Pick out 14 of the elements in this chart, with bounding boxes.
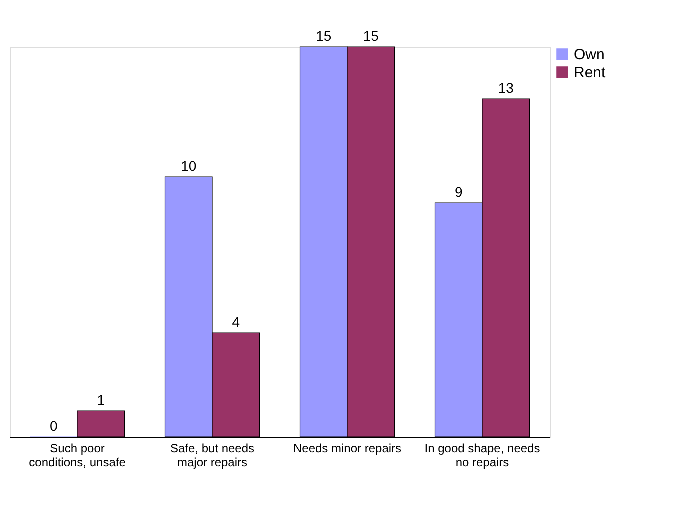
data-label: 0 — [50, 418, 58, 434]
legend-label: Own — [574, 46, 605, 64]
data-label: 1 — [97, 392, 106, 408]
legend-label: Rent — [574, 64, 607, 82]
data-label: 15 — [316, 28, 332, 44]
data-label: 10 — [181, 158, 197, 174]
data-label: 15 — [363, 28, 380, 44]
data-label: 9 — [454, 184, 463, 200]
x-tick-label: Such poor conditions, unsafe — [29, 442, 126, 470]
data-label: 13 — [498, 80, 514, 96]
x-tick-label: In good shape, needs no repairs — [424, 442, 540, 470]
x-tick-label: Safe, but needs major repairs — [170, 442, 255, 470]
data-label: 4 — [232, 314, 240, 330]
x-tick-label: Needs minor repairs — [293, 442, 402, 456]
